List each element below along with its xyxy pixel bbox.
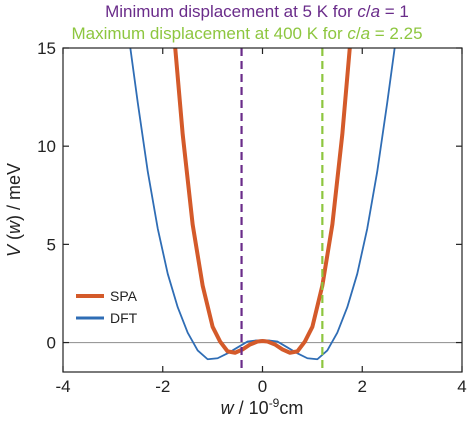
axis-ticks: -4 -2 0 2 4 0 5 10 15 [37,39,467,396]
x-tick-label: -2 [155,377,170,396]
series-line-spa [173,48,352,355]
series-line-dft [129,48,396,361]
y-axis-label-arg: w [4,220,24,234]
annotation-max-slash: / [355,24,361,43]
annotation-max-a: a [360,24,371,43]
annotation-min-a: a [370,2,381,21]
legend-label-spa: SPA [110,288,138,304]
y-axis-label: V (w) / meV [4,163,24,257]
annotation-min-displacement: Minimum displacement at 5 K for c/a = 1 [0,2,474,22]
x-axis-label: w / 10-9cm [221,396,304,418]
y-axis-label-unit: / meV [4,163,24,215]
x-tick-label: -4 [55,377,70,396]
legend: SPA DFT [76,288,138,326]
x-axis-label-exp: -9 [269,396,280,410]
x-tick-label: 4 [457,377,466,396]
y-tick-label: 0 [47,334,56,353]
y-tick-label: 5 [47,235,56,254]
y-tick-label: 10 [37,137,56,156]
y-axis-label-func: V [4,243,24,257]
x-tick-label: 2 [358,377,367,396]
annotation-min-text: Minimum displacement at 5 K for [105,2,358,21]
annotation-max-displacement: Maximum displacement at 400 K for c/a = … [0,24,474,44]
x-axis-label-unit: cm [279,398,303,418]
annotation-max-c: c [347,24,356,43]
x-axis-label-var: w [221,398,235,418]
annotation-min-slash: / [365,2,371,21]
x-axis-label-base: 10 [249,398,269,418]
y-tick-label: 15 [37,39,56,58]
annotation-max-value: = 2.25 [370,24,423,43]
x-axis-label-sep: / [234,398,249,418]
x-tick-label: 0 [258,377,267,396]
annotation-min-value: = 1 [380,2,409,21]
legend-label-dft: DFT [110,310,138,326]
annotation-max-text: Maximum displacement at 400 K for [71,24,348,43]
annotation-min-c: c [357,2,366,21]
plot-area [63,48,462,372]
